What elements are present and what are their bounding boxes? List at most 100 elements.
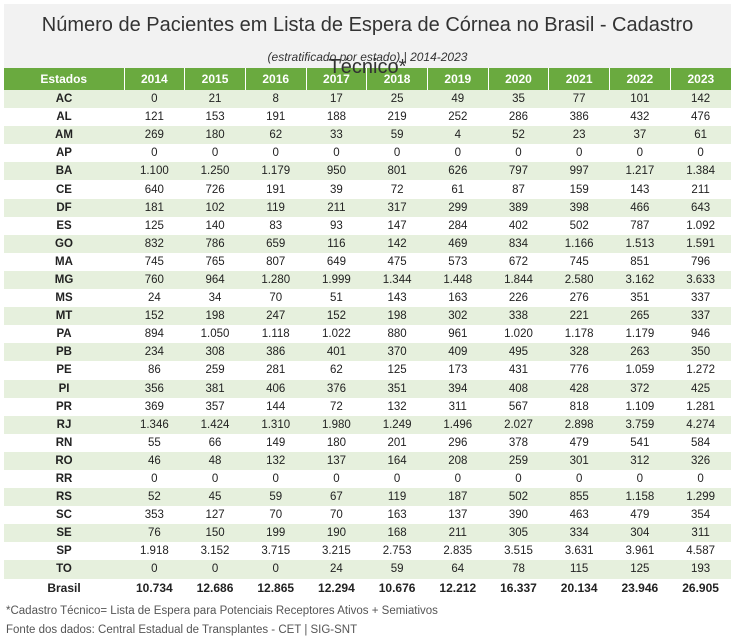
value-cell: 62	[245, 126, 307, 145]
value-cell: 357	[184, 397, 246, 416]
definition-note: *Cadastro Técnico= Lista de Espera para …	[6, 605, 438, 617]
value-cell: 1.384	[670, 162, 731, 181]
table-row: RR 0 0 0 0 0 0 0 0 0 0	[4, 469, 731, 489]
value-cell: 86	[124, 361, 185, 380]
table-row: SP 1.918 3.152 3.715 3.215 2.753 2.835 3.515 3.6…	[4, 542, 731, 561]
value-cell: 394	[427, 379, 489, 398]
state-cell: GO	[4, 234, 124, 253]
state-cell: MS	[4, 289, 124, 308]
table-row: PE 86 259 281 62 125 173 431 776 1.059 1.272	[4, 361, 731, 380]
column-header-2023: 2023	[670, 68, 731, 90]
value-cell: 353	[124, 506, 185, 525]
report-frame: Número de Pacientes em Lista de Espera d…	[4, 4, 731, 598]
value-cell: 3.961	[609, 542, 671, 561]
value-cell: 132	[366, 397, 428, 416]
state-cell: RO	[4, 451, 124, 470]
table-row: GO 832 786 659 116 142 469 834 1.166 1.513 1.591	[4, 234, 731, 253]
value-cell: 428	[548, 379, 610, 398]
value-cell: 4.274	[670, 415, 731, 434]
value-cell: 787	[609, 216, 671, 235]
value-cell: 386	[245, 343, 307, 362]
value-cell: 643	[670, 198, 731, 217]
value-cell: 0	[670, 469, 731, 489]
value-cell: 55	[124, 433, 185, 452]
value-cell: 24	[124, 289, 185, 308]
value-cell: 0	[124, 560, 185, 579]
table-row: AL 121 153 191 188 219 252 286 386 432 476	[4, 108, 731, 127]
value-cell: 326	[670, 451, 731, 470]
value-cell: 4.587	[670, 542, 731, 561]
value-cell: 378	[488, 433, 549, 452]
column-header-2016: 2016	[245, 68, 307, 90]
value-cell: 369	[124, 397, 185, 416]
value-cell: 950	[306, 162, 367, 181]
value-cell: 0	[609, 144, 671, 163]
value-cell: 49	[427, 90, 489, 109]
total-row: Brasil 10.734 12.686 12.865 12.294 10.676 12.2…	[4, 578, 731, 598]
value-cell: 0	[184, 144, 246, 163]
value-cell: 263	[609, 343, 671, 362]
value-cell: 93	[306, 216, 367, 235]
value-cell: 247	[245, 307, 307, 326]
value-cell: 390	[488, 506, 549, 525]
value-cell: 199	[245, 524, 307, 543]
value-cell: 776	[548, 361, 610, 380]
value-cell: 401	[306, 343, 367, 362]
value-cell: 398	[548, 198, 610, 217]
state-cell: RJ	[4, 415, 124, 434]
value-cell: 0	[245, 560, 307, 579]
value-cell: 495	[488, 343, 549, 362]
column-header-2018: 2018	[366, 68, 428, 90]
value-cell: 997	[548, 162, 610, 181]
value-cell: 3.631	[548, 542, 610, 561]
value-cell: 2.898	[548, 415, 610, 434]
value-cell: 0	[184, 560, 246, 579]
value-cell: 801	[366, 162, 428, 181]
source-note: Fonte dos dados: Central Estadual de Tra…	[6, 624, 358, 636]
value-cell: 1.217	[609, 162, 671, 181]
value-cell: 0	[366, 144, 428, 163]
value-cell: 1.179	[609, 325, 671, 344]
value-cell: 3.715	[245, 542, 307, 561]
value-cell: 745	[548, 252, 610, 271]
value-cell: 328	[548, 343, 610, 362]
value-cell: 964	[184, 270, 246, 290]
value-cell: 125	[124, 216, 185, 235]
value-cell: 796	[670, 252, 731, 271]
value-cell: 338	[488, 307, 549, 326]
value-cell: 832	[124, 234, 185, 253]
value-cell: 0	[548, 469, 610, 489]
value-cell: 198	[184, 307, 246, 326]
value-cell: 381	[184, 379, 246, 398]
table-row: PB 234 308 386 401 370 409 495 328 263 350	[4, 343, 731, 362]
value-cell: 64	[427, 560, 489, 579]
value-cell: 198	[366, 307, 428, 326]
value-cell: 0	[184, 469, 246, 489]
footnotes: *Cadastro Técnico= Lista de Espera para …	[6, 602, 438, 640]
total-cell: 20.134	[548, 578, 610, 598]
state-cell: RN	[4, 433, 124, 452]
value-cell: 102	[184, 198, 246, 217]
state-cell: PA	[4, 325, 124, 344]
value-cell: 23	[548, 126, 610, 145]
value-cell: 370	[366, 343, 428, 362]
value-cell: 265	[609, 307, 671, 326]
value-cell: 187	[427, 488, 489, 507]
value-cell: 119	[245, 198, 307, 217]
report-subtitle: (estratificado por estado) | 2014-2023	[4, 46, 731, 68]
state-cell: DF	[4, 198, 124, 217]
total-cell: 12.294	[306, 578, 367, 598]
column-header-2014: 2014	[124, 68, 186, 90]
value-cell: 0	[670, 144, 731, 163]
table-row: PR 369 357 144 72 132 311 567 818 1.109 1.281	[4, 397, 731, 416]
table-row: PI 356 381 406 376 351 394 408 428 372 425	[4, 379, 731, 398]
value-cell: 1.344	[366, 270, 428, 290]
state-cell: TO	[4, 560, 124, 579]
value-cell: 765	[184, 252, 246, 271]
table-row: RJ 1.346 1.424 1.310 1.980 1.249 1.496 2.027 2.8…	[4, 415, 731, 434]
value-cell: 70	[306, 506, 367, 525]
value-cell: 144	[245, 397, 307, 416]
value-cell: 219	[366, 108, 428, 127]
value-cell: 59	[366, 560, 428, 579]
column-header-2017: 2017	[306, 68, 368, 90]
